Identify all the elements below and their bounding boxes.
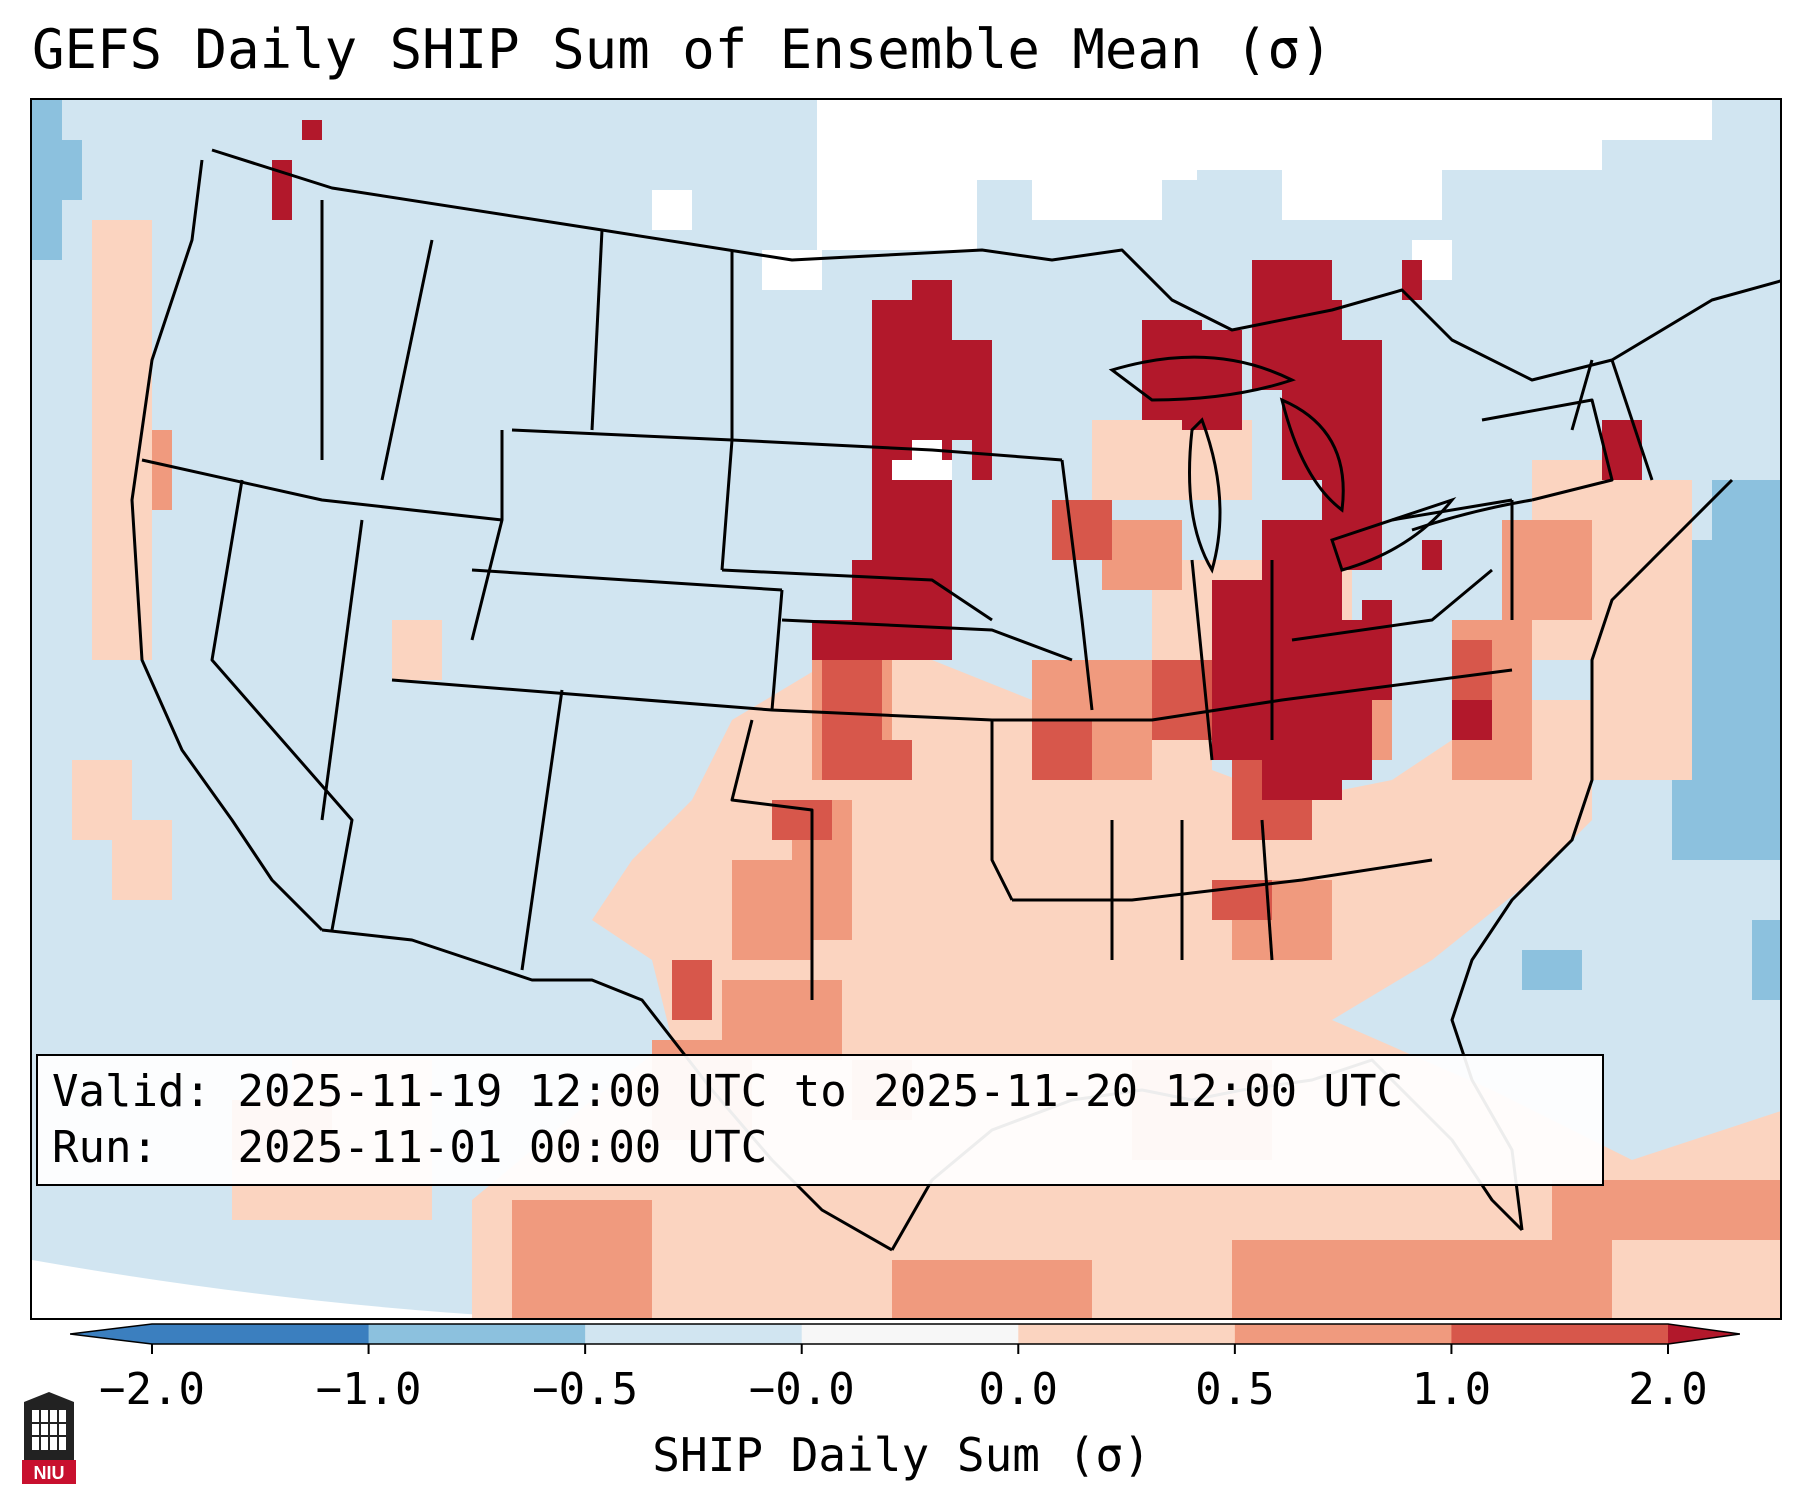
map-title: GEFS Daily SHIP Sum of Ensemble Mean (σ) [32,18,1333,81]
valid-label: Valid: [52,1066,211,1117]
colorbar-segment [1018,1324,1236,1344]
run-label: Run: [52,1122,158,1173]
run-value: 2025-11-01 00:00 UTC [237,1122,768,1173]
colorbar-segment [368,1324,586,1344]
colorbar-segment [801,1324,1019,1344]
logo-text: NIU [34,1463,65,1483]
colorbar-tick-label: 2.0 [1628,1364,1708,1415]
colorbar-segment [1451,1324,1669,1344]
colorbar-tick-label: −0.5 [532,1364,639,1415]
colorbar-tick-label: 0.0 [978,1364,1059,1415]
colorbar-tick-label: −2.0 [99,1364,205,1415]
colorbar-segments [70,1323,1740,1354]
colorbar-segment [152,1324,370,1344]
colorbar-segment [1234,1324,1452,1344]
colorbar-extend-high [1668,1324,1740,1344]
colorbar-tick-label: −1.0 [315,1364,422,1415]
great-lakes [1108,355,1533,574]
niu-logo-icon: NIU [22,1392,76,1484]
colorbar-segment [585,1324,803,1344]
colorbar-extend-low [70,1324,152,1344]
colorbar-tick-label: 1.0 [1411,1364,1492,1415]
projection-outside-bottom-left [32,1260,535,1318]
colorbar [70,1323,1740,1354]
run-info-box: Valid: 2025-11-19 12:00 UTC to 2025-11-2… [36,1054,1604,1186]
colorbar-tick-label: 0.5 [1195,1364,1275,1415]
colorbar-label: SHIP Daily Sum (σ) [652,1428,1151,1482]
colorbar-tick-label: −0.0 [748,1364,855,1415]
field-positive-extreme [272,120,1642,800]
valid-value: 2025-11-19 12:00 UTC to 2025-11-20 12:00… [237,1066,1404,1117]
